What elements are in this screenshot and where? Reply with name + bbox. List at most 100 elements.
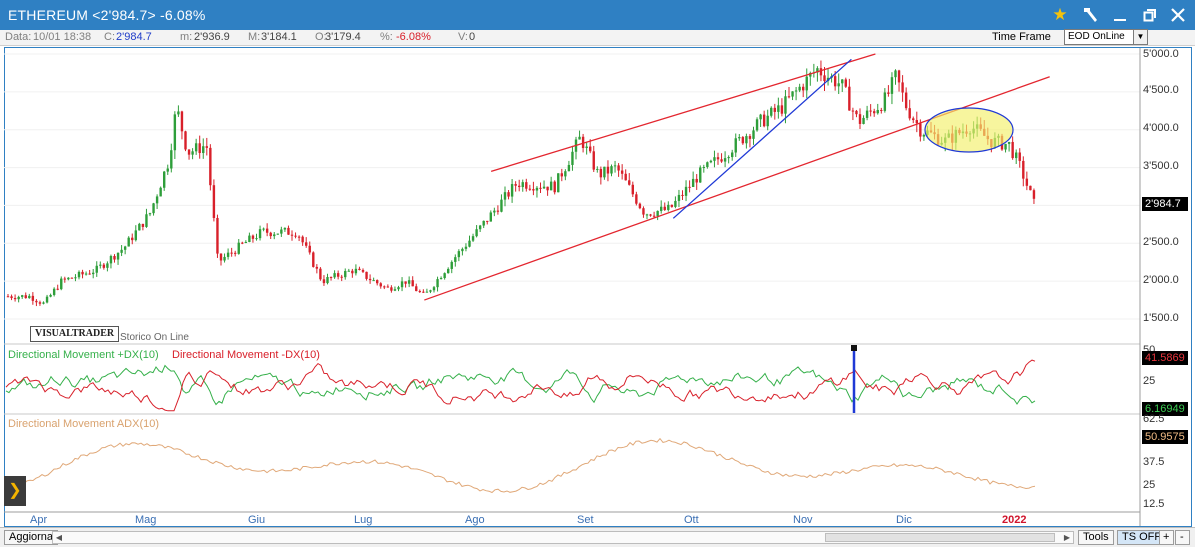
timeframe-label: Time Frame	[992, 31, 1051, 43]
tools-button[interactable]: Tools	[1078, 530, 1114, 545]
candle-body	[581, 136, 585, 149]
candle-body	[660, 206, 663, 211]
candle-body	[549, 181, 553, 191]
close-icon[interactable]	[1166, 4, 1190, 26]
minimize-icon[interactable]	[1108, 4, 1132, 26]
zoom-in-button[interactable]: +	[1159, 530, 1174, 545]
pct-value: -6.08%	[396, 31, 431, 43]
candle-body	[780, 105, 784, 114]
candle-body	[699, 167, 702, 183]
candle-body	[258, 229, 262, 239]
candle-body	[674, 200, 677, 207]
price-tick: 5'000.0	[1143, 48, 1179, 60]
candle-body	[890, 77, 894, 94]
adx-axis-tick: 12.5	[1143, 498, 1165, 510]
candle-body	[901, 82, 904, 93]
open-value: 3'179.4	[325, 31, 361, 43]
candle-body	[560, 173, 563, 177]
candle-body	[368, 278, 372, 281]
highlight-ellipse[interactable]	[924, 107, 1014, 153]
scroll-left-icon[interactable]: ◀	[55, 533, 63, 542]
refresh-button[interactable]: Aggiorna	[4, 530, 59, 545]
candle-body	[880, 109, 883, 111]
status-bar: Aggiorna ◀ ▶ Tools TS OFF + -	[0, 527, 1195, 547]
candle-body	[741, 137, 745, 144]
candlestick-series	[6, 60, 1036, 307]
candle-body	[603, 166, 606, 178]
candle-body	[361, 269, 365, 272]
candle-body	[13, 298, 17, 300]
maximize-icon[interactable]	[1138, 4, 1162, 26]
dmi-minus-label[interactable]: Directional Movement -DX(10)	[172, 349, 320, 361]
candle-body	[468, 240, 471, 247]
candle-body	[10, 296, 13, 299]
candle-body	[358, 268, 361, 270]
candle-body	[305, 242, 308, 246]
hammer-icon[interactable]	[1078, 4, 1102, 26]
candle-body	[102, 264, 106, 268]
brand-logo: VISUALTRADER	[30, 326, 120, 342]
candle-body	[557, 173, 560, 193]
month-label: Ago	[465, 514, 485, 526]
candle-body	[734, 138, 737, 153]
candle-body	[489, 212, 492, 222]
candle-body	[631, 184, 634, 195]
candle-body	[663, 206, 666, 210]
candle-body	[234, 252, 237, 254]
zoom-out-button[interactable]: -	[1175, 530, 1190, 545]
candle-body	[56, 288, 59, 290]
scroll-thumb[interactable]	[825, 533, 1055, 542]
candle-body	[290, 234, 294, 236]
ts-toggle-button[interactable]: TS OFF	[1117, 530, 1167, 545]
candle-body	[383, 286, 386, 288]
candle-body	[173, 114, 177, 151]
candle-body	[564, 171, 567, 177]
candle-body	[1032, 190, 1036, 199]
candle-body	[344, 270, 347, 278]
adx-line	[5, 437, 1036, 494]
candle-body	[280, 229, 283, 234]
candle-body	[397, 287, 400, 290]
candle-body	[297, 236, 301, 238]
candle-body	[223, 256, 226, 261]
horizontal-scrollbar[interactable]: ◀ ▶	[52, 531, 1074, 544]
dmi-plus-label[interactable]: Directional Movement +DX(10)	[8, 349, 159, 361]
candle-body	[269, 232, 272, 237]
month-label: Set	[577, 514, 594, 526]
star-icon[interactable]: ★	[1052, 5, 1068, 24]
candle-body	[667, 204, 670, 210]
candle-body	[1015, 152, 1018, 159]
trendlines[interactable]	[424, 53, 1050, 301]
scroll-right-icon[interactable]: ▶	[1063, 533, 1071, 542]
candle-body	[471, 236, 475, 241]
candle-body	[922, 134, 926, 137]
candle-body	[887, 92, 890, 94]
candle-body	[759, 114, 762, 120]
candle-body	[148, 213, 152, 215]
candle-body	[390, 287, 393, 291]
candle-body	[308, 245, 311, 253]
expand-panel-button[interactable]: ❯	[4, 476, 26, 506]
timeframe-select[interactable]: EOD OnLine ▼	[1064, 29, 1148, 45]
candle-body	[752, 130, 755, 139]
adx-label[interactable]: Directional Movement ADX(10)	[8, 418, 160, 430]
candle-body	[620, 170, 624, 174]
candle-body	[617, 165, 620, 171]
candle-body	[365, 271, 368, 279]
year-label: 2022	[1002, 514, 1027, 526]
candle-body	[567, 164, 571, 172]
candle-body	[645, 214, 649, 216]
candle-body	[1029, 185, 1032, 191]
dropdown-arrow-icon[interactable]: ▼	[1133, 30, 1147, 44]
candle-body	[599, 168, 603, 178]
candle-body	[81, 271, 84, 275]
candle-body	[134, 230, 137, 241]
adx-axis-tick: 25	[1143, 479, 1156, 491]
cursor-marker-handle[interactable]	[851, 345, 857, 351]
candle-body	[823, 75, 826, 82]
candle-body	[422, 291, 425, 293]
candle-body	[351, 270, 354, 274]
candle-body	[415, 286, 418, 292]
candle-body	[212, 185, 216, 218]
